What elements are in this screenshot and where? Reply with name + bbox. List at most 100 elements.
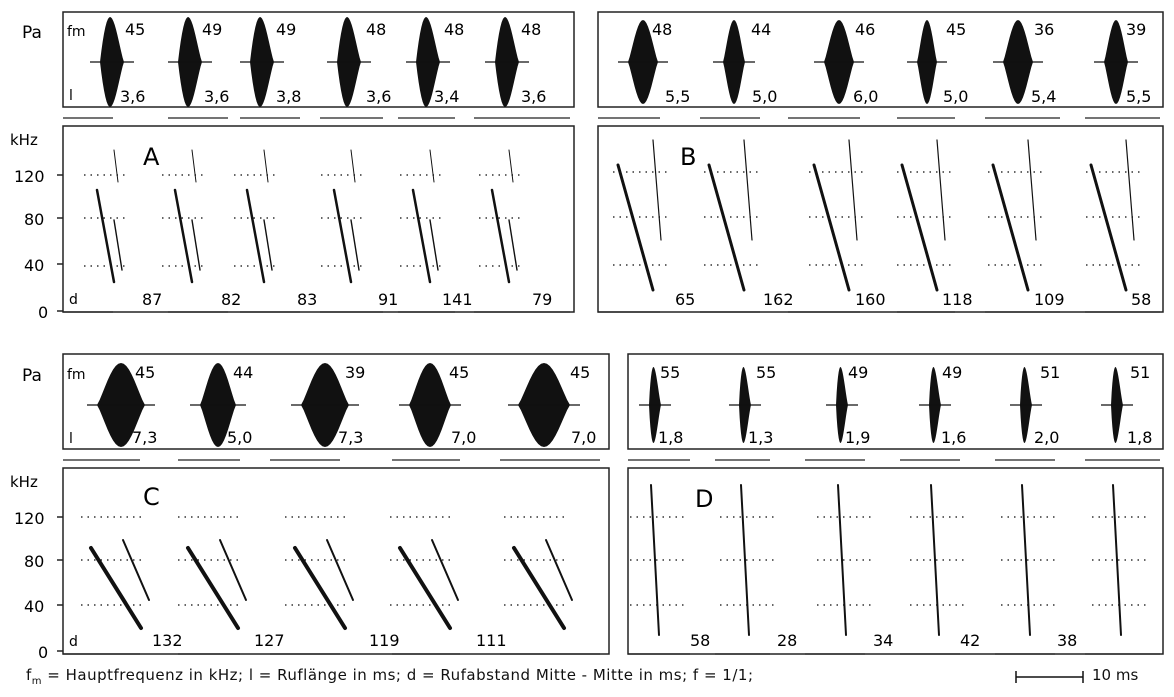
d-value: 111 [476, 631, 507, 650]
fm-sweep [430, 150, 434, 182]
d-value: 38 [1057, 631, 1077, 650]
d-value: 109 [1034, 290, 1065, 309]
fm-sweep [838, 485, 846, 635]
fm-value: 55 [660, 363, 680, 382]
d-value: 83 [297, 290, 317, 309]
d-value: 87 [142, 290, 162, 309]
fm-value: 48 [652, 20, 672, 39]
fm-value: 55 [756, 363, 776, 382]
fm-value: 49 [942, 363, 962, 382]
fm-sweep [351, 150, 355, 182]
fm-sweep [492, 190, 509, 282]
fm-sweep [175, 190, 192, 282]
fm-sweep [351, 220, 359, 270]
fm-value: 36 [1034, 20, 1054, 39]
fm-value: 49 [202, 20, 222, 39]
fm-value: 39 [1126, 20, 1146, 39]
l-value: 5,5 [1126, 87, 1151, 106]
fm-value: 49 [276, 20, 296, 39]
fm-sweep [220, 540, 246, 600]
fm-sweep [849, 140, 857, 240]
scale-bar-10ms [1016, 671, 1083, 683]
d-value: 119 [369, 631, 400, 650]
fm-sweep [931, 485, 939, 635]
fm-value: 45 [449, 363, 469, 382]
ytick-40-row2: 40 [24, 597, 44, 616]
ytick-120-row1: 120 [14, 167, 45, 186]
l-value: 7,0 [571, 428, 596, 447]
l-value: 1,8 [658, 428, 683, 447]
ytick-40-row1: 40 [24, 256, 44, 275]
d-value: 132 [152, 631, 183, 650]
d-value: 58 [1131, 290, 1151, 309]
l-value: 3,6 [204, 87, 229, 106]
l-label-row2: l [69, 431, 73, 447]
d-value: 160 [855, 290, 886, 309]
d-value: 28 [777, 631, 797, 650]
l-value: 6,0 [853, 87, 878, 106]
l-value: 1,8 [1127, 428, 1152, 447]
d-value: 65 [675, 290, 695, 309]
fm-sweep [744, 140, 752, 240]
figure-caption: fm = Hauptfrequenz in kHz; l = Ruflänge … [26, 666, 754, 684]
fm-sweep [264, 220, 272, 270]
fm-sweep [413, 190, 430, 282]
fm-value: 51 [1130, 363, 1150, 382]
fm-sweep [432, 540, 458, 600]
d-value: 162 [763, 290, 794, 309]
fm-value: 44 [751, 20, 771, 39]
fm-value: 46 [855, 20, 875, 39]
fm-sweep [192, 220, 200, 270]
l-value: 1,9 [845, 428, 870, 447]
fm-sweep [1028, 140, 1036, 240]
fm-sweep [509, 150, 513, 182]
l-value: 5,5 [665, 87, 690, 106]
fm-sweep [618, 165, 653, 290]
fm-sweep [1113, 485, 1121, 635]
khz-label-row1: kHz [10, 131, 38, 149]
ytick-80-row1: 80 [24, 210, 44, 229]
fm-value: 49 [848, 363, 868, 382]
fm-sweep [546, 540, 572, 600]
fm-sweep [1126, 140, 1134, 240]
l-value: 2,0 [1034, 428, 1059, 447]
fm-value: 45 [125, 20, 145, 39]
l-label-row1: l [69, 88, 73, 104]
fm-sweep [741, 485, 749, 635]
fm-sweep [1022, 485, 1030, 635]
l-value: 1,6 [941, 428, 966, 447]
fm-label-row1: fm [67, 24, 86, 40]
caption-fm-symbol: f [26, 666, 32, 684]
l-value: 5,0 [752, 87, 777, 106]
d-label-row2: d [69, 634, 78, 650]
y-axis-ticks [57, 175, 63, 651]
l-value: 3,6 [120, 87, 145, 106]
fm-sweep [192, 150, 196, 182]
fm-sweep [651, 485, 659, 635]
l-value: 3,6 [521, 87, 546, 106]
fm-sweep [114, 150, 118, 182]
l-value: 7,3 [132, 428, 157, 447]
fm-sweep [97, 190, 114, 282]
fm-sweep [264, 150, 268, 182]
fm-value: 48 [444, 20, 464, 39]
fm-label-row2: fm [67, 367, 86, 383]
l-value: 5,4 [1031, 87, 1056, 106]
l-value: 1,3 [748, 428, 773, 447]
d-label-row1: d [69, 292, 78, 308]
panel-letter-D: D [695, 485, 713, 513]
fm-value: 44 [233, 363, 253, 382]
d-value: 118 [942, 290, 973, 309]
l-value: 3,4 [434, 87, 459, 106]
pa-label-row1: Pa [22, 23, 42, 43]
d-value: 82 [221, 290, 241, 309]
d-value: 91 [378, 290, 398, 309]
call-traces [63, 17, 1160, 654]
caption-fm-subscript: m [32, 676, 42, 687]
khz-label-row2: kHz [10, 473, 38, 491]
d-value: 42 [960, 631, 980, 650]
fm-sweep [430, 220, 438, 270]
l-value: 7,0 [451, 428, 476, 447]
fm-sweep [1091, 165, 1126, 290]
